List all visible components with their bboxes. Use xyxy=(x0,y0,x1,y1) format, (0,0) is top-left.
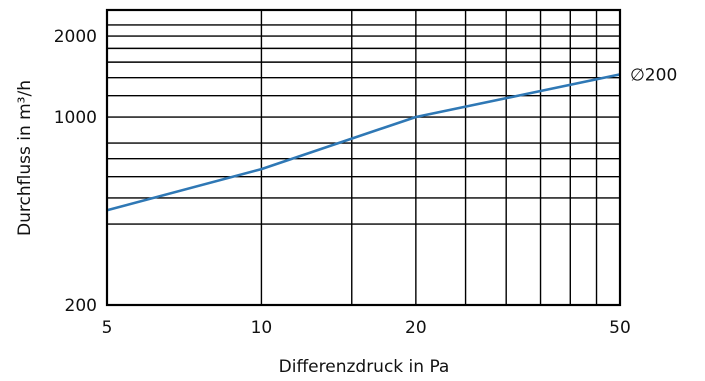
x-tick-labels: 5 10 20 50 xyxy=(102,318,631,338)
plot-frame xyxy=(105,8,622,307)
series-line xyxy=(106,73,621,212)
y-tick-label: 2000 xyxy=(54,27,97,47)
y-tick-label: 1000 xyxy=(54,108,97,128)
x-tick-label: 50 xyxy=(609,318,631,338)
x-axis-label: Differenzdruck in Pa xyxy=(279,357,450,377)
y-tick-label: 200 xyxy=(65,296,97,316)
grid xyxy=(106,9,621,306)
x-tick-label: 20 xyxy=(405,318,427,338)
y-tick-labels: 200 1000 2000 xyxy=(54,27,97,316)
x-tick-label: 10 xyxy=(251,318,273,338)
x-tick-label: 5 xyxy=(102,318,113,338)
series-label: ∅200 xyxy=(630,65,677,85)
y-axis-label: Durchfluss in m³/h xyxy=(15,80,35,236)
series-layer xyxy=(106,73,621,212)
